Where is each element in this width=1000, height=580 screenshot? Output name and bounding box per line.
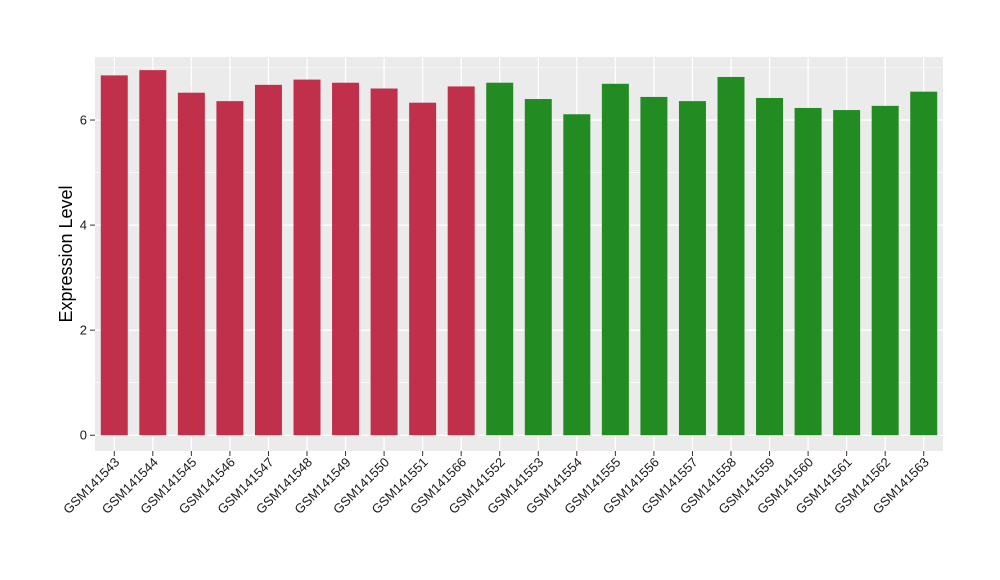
bar-GSM141548 xyxy=(293,79,321,436)
bar-GSM141563 xyxy=(910,91,938,436)
bar-GSM141551 xyxy=(409,102,437,436)
x-axis: GSM141543GSM141544GSM141545GSM141546GSM1… xyxy=(60,451,932,517)
y-tick-label: 4 xyxy=(80,218,87,233)
bar-GSM141553 xyxy=(524,99,552,436)
bar-GSM141556 xyxy=(640,96,668,436)
bar-GSM141544 xyxy=(139,70,167,436)
y-tick-label: 0 xyxy=(80,428,87,443)
bar-GSM141562 xyxy=(871,105,899,436)
bar-GSM141558 xyxy=(717,76,745,436)
bar-GSM141545 xyxy=(177,92,205,436)
bar-GSM141546 xyxy=(216,101,244,436)
bar-GSM141543 xyxy=(100,75,128,436)
bar-GSM141566 xyxy=(447,86,475,436)
bar-GSM141561 xyxy=(833,110,861,436)
bar-GSM141550 xyxy=(370,88,398,436)
bar-GSM141549 xyxy=(332,82,360,436)
y-axis-title: Expression Level xyxy=(56,185,76,322)
bar-GSM141557 xyxy=(678,101,706,436)
bar-GSM141554 xyxy=(563,114,591,436)
y-tick-label: 2 xyxy=(80,323,87,338)
bar-GSM141560 xyxy=(794,107,822,436)
y-tick-label: 6 xyxy=(80,113,87,128)
bar-GSM141552 xyxy=(486,82,514,436)
bar-GSM141559 xyxy=(756,97,784,436)
y-axis: 0 2 4 6 xyxy=(80,113,95,443)
bar-GSM141547 xyxy=(254,84,282,436)
bars xyxy=(100,70,938,436)
bar-GSM141555 xyxy=(601,83,629,436)
